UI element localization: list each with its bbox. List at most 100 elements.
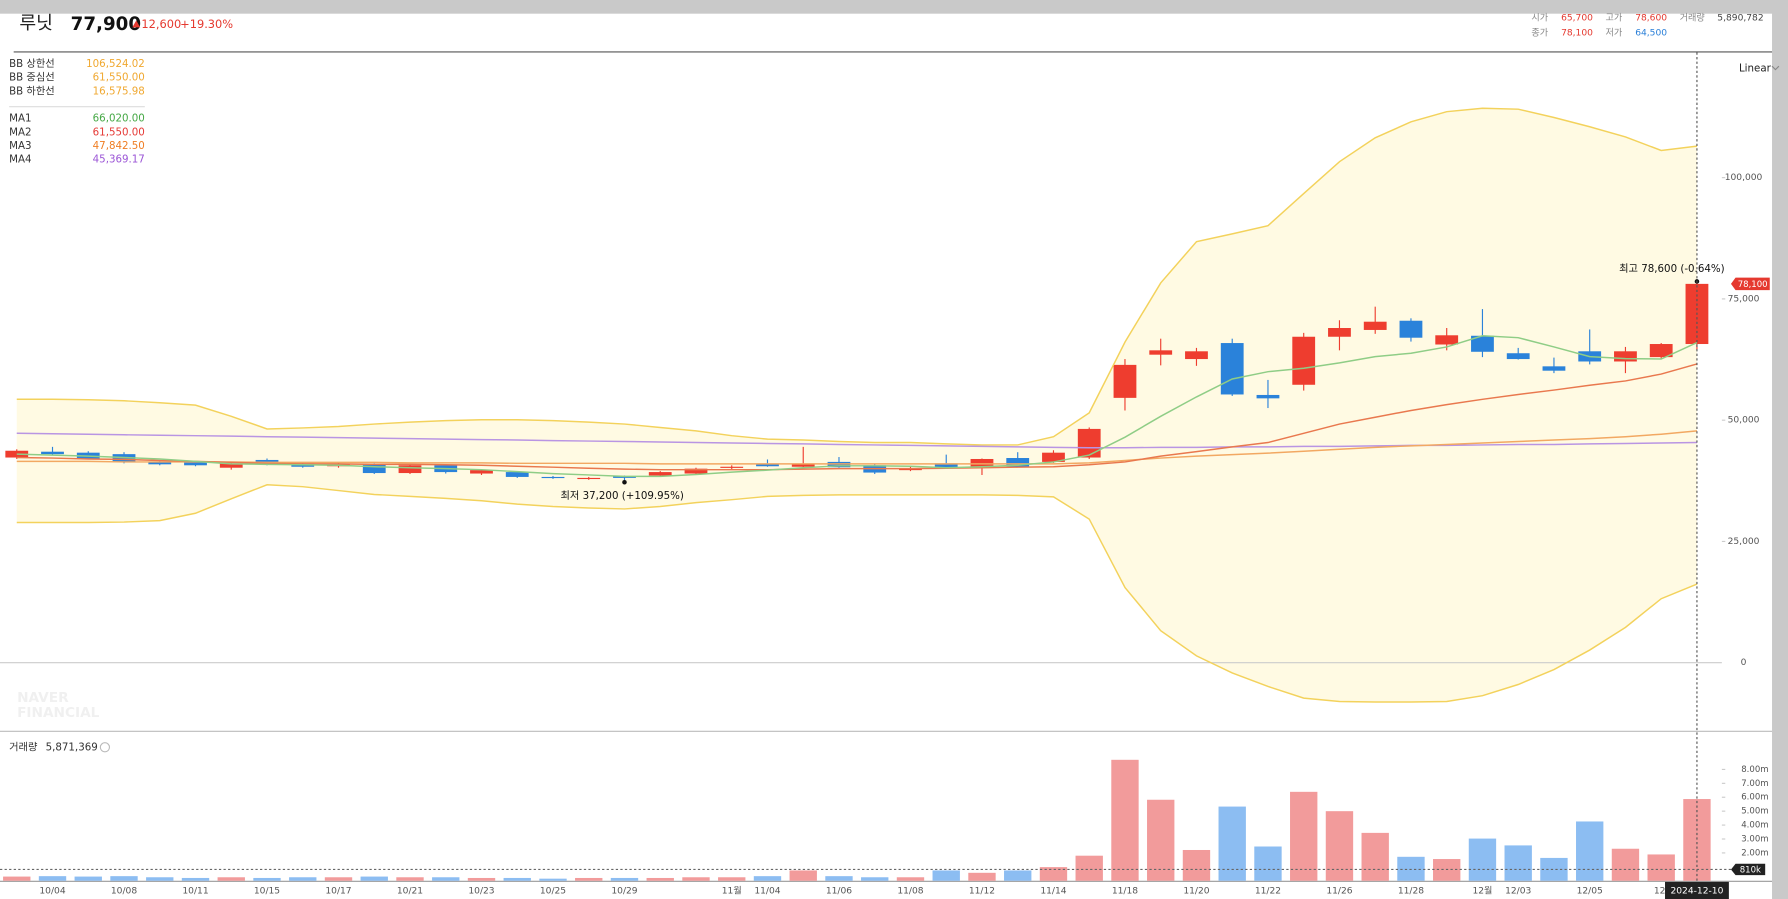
candle-body xyxy=(398,465,422,474)
x-tick-label: 10/29 xyxy=(611,887,637,897)
quote-value: 78,600 xyxy=(1635,14,1667,24)
volume-bar xyxy=(1290,791,1318,881)
candle-body xyxy=(541,476,565,479)
scale-mode[interactable]: Linear xyxy=(1739,62,1772,74)
quote-label: 시가 xyxy=(1531,13,1548,24)
volume-bar xyxy=(1325,811,1354,881)
volume-bar xyxy=(146,877,174,881)
volume-bar xyxy=(1683,799,1711,881)
quote-value: 5,890,782 xyxy=(1717,14,1763,24)
volume-close-button[interactable] xyxy=(99,742,111,753)
volume-bar xyxy=(968,872,996,881)
y-tick-label: 0 xyxy=(1741,658,1747,668)
x-tick-label: 11/18 xyxy=(1112,887,1138,897)
volume-bar xyxy=(1004,870,1032,881)
volume-bar xyxy=(467,877,496,881)
price-change-pct: +19.30% xyxy=(180,17,233,31)
legend-value: 66,020.00 xyxy=(93,113,145,125)
volume-bar xyxy=(360,876,388,881)
indicator-line xyxy=(16,430,1698,465)
price-change: 12,600 xyxy=(141,17,181,31)
candle-body xyxy=(184,462,207,466)
quote-label: 종가 xyxy=(1531,28,1548,39)
volume-bar xyxy=(1540,857,1568,881)
bb-band-fill xyxy=(16,108,1697,703)
x-tick-label: 11/08 xyxy=(897,887,923,897)
x-tick-label: 11/04 xyxy=(754,887,780,897)
legend-name: MA2 xyxy=(9,126,31,138)
candle-body xyxy=(791,463,815,467)
candle-body xyxy=(1363,321,1387,330)
volume-bar xyxy=(789,870,817,881)
y-tick-label: 25,000 xyxy=(1728,537,1760,547)
x-tick-label: 11/06 xyxy=(826,887,852,897)
dropdown-chevron[interactable] xyxy=(1771,65,1780,71)
indicator-line xyxy=(16,484,1698,703)
candle-body xyxy=(1185,351,1208,360)
y-tick-label: 75,000 xyxy=(1728,294,1760,304)
x-tick-label: 11/20 xyxy=(1183,887,1209,897)
quote-value: 64,500 xyxy=(1635,29,1667,39)
volume-bar xyxy=(1504,845,1532,881)
up-arrow-icon xyxy=(132,20,141,28)
volume-bar xyxy=(646,877,674,881)
x-tick-label: 11/28 xyxy=(1398,887,1424,897)
quote-label: 고가 xyxy=(1606,13,1623,24)
volume-bar xyxy=(1147,799,1175,881)
y-tick-label: 5.00m xyxy=(1741,807,1768,817)
candle-body xyxy=(1399,320,1423,338)
volume-bar xyxy=(610,877,639,881)
indicator-line xyxy=(16,335,1698,478)
volume-bar xyxy=(1182,849,1211,881)
y-tick-label: 100,000 xyxy=(1725,173,1763,183)
volume-bar xyxy=(324,877,353,881)
quote-label: 거래량 xyxy=(1680,12,1706,24)
x-tick-label: 12/03 xyxy=(1505,887,1531,897)
candle-body xyxy=(1506,353,1530,360)
volume-bar xyxy=(1361,832,1389,881)
x-tick-label: 11/14 xyxy=(1040,887,1066,897)
candle-body xyxy=(720,466,744,468)
volume-bar xyxy=(1039,867,1068,881)
crosshair-date-box xyxy=(1665,881,1729,899)
quote-value: 65,700 xyxy=(1561,14,1593,24)
close-icon[interactable] xyxy=(99,742,111,753)
candle-body xyxy=(505,472,529,477)
volume-bar xyxy=(753,876,782,881)
candle-body xyxy=(1256,394,1280,399)
candle-body xyxy=(648,472,672,476)
candle-body xyxy=(1042,452,1065,462)
volume-bar xyxy=(718,877,746,881)
volume-bar xyxy=(74,876,102,881)
candle-body xyxy=(970,458,994,467)
watermark: NAVER xyxy=(17,690,69,706)
y-tick-label: 3.00m xyxy=(1741,834,1768,844)
candle-body xyxy=(470,470,493,474)
candle-body xyxy=(5,450,29,458)
x-tick-label: 11월 xyxy=(722,885,742,897)
volume-bar xyxy=(253,877,281,881)
volume-bar xyxy=(932,870,960,881)
volume-marker xyxy=(1730,863,1766,876)
frame-top xyxy=(0,0,1788,14)
candle-body xyxy=(1649,344,1673,358)
volume-bar xyxy=(503,877,531,881)
volume-value: 5,871,369 xyxy=(46,741,98,753)
x-tick-label: 12월 xyxy=(1472,885,1492,897)
volume-bar xyxy=(575,877,603,881)
price-marker xyxy=(1730,277,1770,291)
volume-bar xyxy=(682,877,710,881)
quote-value: 78,100 xyxy=(1561,29,1593,39)
candle-body xyxy=(1292,336,1316,385)
price-marker-label: 78,100 xyxy=(1738,280,1768,290)
y-tick-label: 6.00m xyxy=(1741,793,1768,803)
volume-bar xyxy=(1647,854,1675,881)
candle-body xyxy=(41,451,64,455)
legend-value: 61,550.00 xyxy=(93,72,145,84)
legend-name: BB 중심선 xyxy=(9,72,55,84)
quote-label: 저가 xyxy=(1606,28,1623,39)
legend-value: 16,575.98 xyxy=(93,85,145,97)
x-tick-label: 10/17 xyxy=(325,887,351,897)
y-tick-label: 2.00m xyxy=(1741,848,1768,858)
